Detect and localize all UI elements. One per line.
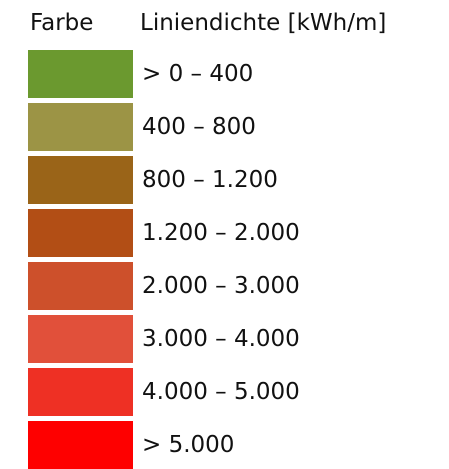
- legend-item: > 5.000: [28, 421, 438, 469]
- color-swatch: [28, 103, 133, 151]
- item-label: 2.000 – 3.000: [142, 273, 300, 299]
- value-header: Liniendichte [kWh/m]: [140, 10, 387, 36]
- item-label: 4.000 – 5.000: [142, 379, 300, 405]
- color-swatch: [28, 368, 133, 416]
- color-swatch: [28, 421, 133, 469]
- color-swatch: [28, 262, 133, 310]
- item-label: 400 – 800: [142, 114, 256, 140]
- item-label: 1.200 – 2.000: [142, 220, 300, 246]
- legend-item: 4.000 – 5.000: [28, 368, 438, 416]
- color-header: Farbe: [30, 10, 94, 36]
- item-label: 800 – 1.200: [142, 167, 278, 193]
- item-label: 3.000 – 4.000: [142, 326, 300, 352]
- legend-item: 800 – 1.200: [28, 156, 438, 204]
- item-label: > 5.000: [142, 432, 235, 458]
- legend-item: 2.000 – 3.000: [28, 262, 438, 310]
- legend-item: > 0 – 400: [28, 50, 438, 98]
- color-swatch: [28, 50, 133, 98]
- legend-item: 400 – 800: [28, 103, 438, 151]
- color-swatch: [28, 156, 133, 204]
- color-swatch: [28, 315, 133, 363]
- legend-item: 1.200 – 2.000: [28, 209, 438, 257]
- legend-item: 3.000 – 4.000: [28, 315, 438, 363]
- color-swatch: [28, 209, 133, 257]
- item-label: > 0 – 400: [142, 61, 254, 87]
